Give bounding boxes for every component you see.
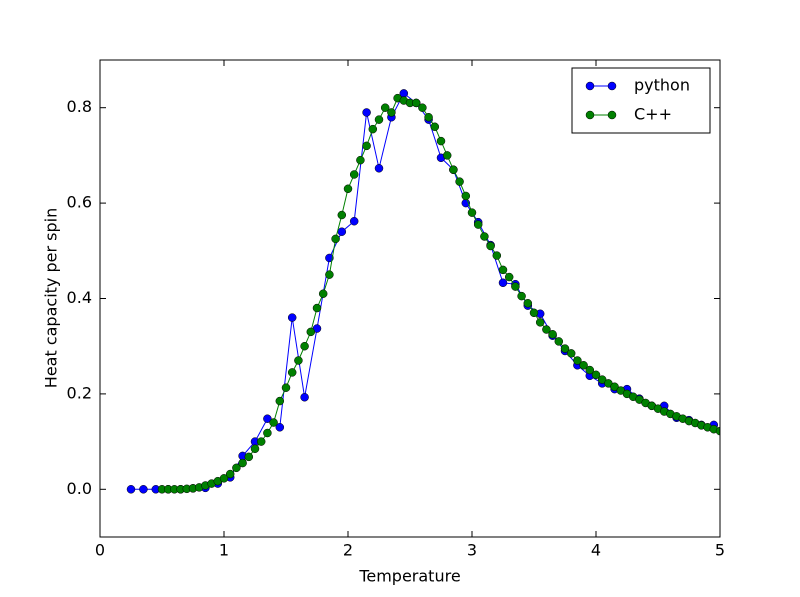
data-point — [430, 122, 440, 132]
data-point — [535, 318, 545, 327]
data-point — [318, 289, 328, 298]
legend-marker — [585, 81, 595, 91]
data-point — [256, 437, 266, 446]
data-point — [560, 344, 570, 353]
data-point — [461, 191, 471, 201]
data-point — [504, 272, 514, 282]
data-point — [325, 253, 334, 263]
x-tick-label: 3 — [467, 541, 477, 560]
data-point — [219, 474, 229, 483]
data-point — [337, 210, 347, 220]
data-point — [126, 485, 136, 494]
data-point — [263, 414, 272, 423]
data-point — [306, 327, 316, 337]
data-point — [349, 216, 359, 226]
plot-frame — [99, 59, 721, 538]
data-point — [498, 265, 508, 275]
data-point — [473, 220, 483, 229]
x-tick-label: 2 — [343, 541, 353, 560]
axes: 0 1 2 3 4 5 0.0 0.2 0.4 0.6 0.8 — [67, 60, 725, 560]
x-tick-label: 5 — [715, 541, 725, 560]
data-point — [517, 291, 526, 301]
data-point — [294, 356, 303, 365]
data-point — [566, 349, 576, 358]
data-point — [498, 278, 508, 288]
x-tick-label: 1 — [219, 541, 229, 560]
data-point — [374, 115, 384, 124]
y-tick-label: 0.4 — [67, 288, 92, 307]
plot-area — [126, 89, 720, 494]
legend-label: C++ — [634, 105, 672, 124]
data-point — [610, 382, 619, 391]
data-point — [523, 299, 533, 308]
legend-marker — [607, 81, 617, 91]
data-point — [139, 485, 148, 494]
data-point — [436, 136, 446, 146]
data-point — [287, 313, 297, 322]
data-point — [573, 356, 582, 365]
legend-marker — [585, 110, 595, 120]
data-point — [529, 308, 539, 318]
data-point — [325, 270, 334, 279]
data-point — [362, 141, 371, 151]
data-point — [337, 227, 347, 236]
data-point — [300, 392, 309, 402]
legend: python C++ — [571, 67, 711, 134]
data-point — [300, 341, 309, 351]
data-point — [480, 232, 489, 241]
data-point — [554, 337, 564, 346]
data-point — [715, 426, 720, 436]
data-point — [368, 124, 378, 134]
data-point — [424, 112, 433, 122]
data-point — [287, 368, 297, 377]
y-tick-label: 0.6 — [67, 193, 92, 212]
data-point — [542, 325, 551, 334]
data-point — [442, 151, 452, 160]
legend-box — [571, 67, 711, 134]
data-point — [349, 170, 359, 179]
y-tick-label: 0.2 — [67, 383, 92, 402]
data-point — [411, 98, 421, 108]
data-point — [548, 330, 557, 339]
data-point — [281, 383, 291, 392]
data-point — [579, 361, 588, 370]
data-point — [269, 418, 278, 427]
data-point — [238, 458, 247, 468]
data-point — [250, 444, 260, 454]
data-point — [343, 184, 353, 194]
data-point — [356, 155, 365, 165]
data-point — [585, 365, 595, 375]
y-axis-label: Heat capacity per spin — [42, 208, 61, 388]
legend-label: python — [634, 76, 690, 95]
data-point — [362, 108, 371, 117]
x-axis-label: Temperature — [358, 567, 460, 586]
data-point — [486, 241, 495, 251]
data-point — [387, 108, 396, 117]
data-point — [591, 370, 601, 380]
legend-marker — [607, 110, 617, 120]
data-point — [374, 164, 384, 173]
data-point — [244, 452, 254, 462]
data-point — [418, 103, 427, 112]
data-point — [275, 423, 285, 432]
x-tick-label: 4 — [591, 541, 601, 560]
data-point — [467, 208, 477, 217]
data-point — [225, 469, 235, 479]
data-point — [380, 103, 390, 112]
data-point — [232, 463, 241, 473]
data-point — [597, 375, 607, 384]
y-tick-label: 0.8 — [67, 97, 92, 116]
data-point — [312, 303, 322, 313]
y-tick-label: 0.0 — [67, 479, 92, 498]
data-point — [331, 234, 340, 244]
x-tick-label: 0 — [95, 541, 105, 560]
data-point — [511, 282, 520, 291]
data-point — [263, 428, 272, 438]
data-point — [449, 165, 458, 174]
data-point — [275, 396, 285, 406]
data-point — [492, 251, 502, 260]
data-point — [455, 177, 464, 186]
